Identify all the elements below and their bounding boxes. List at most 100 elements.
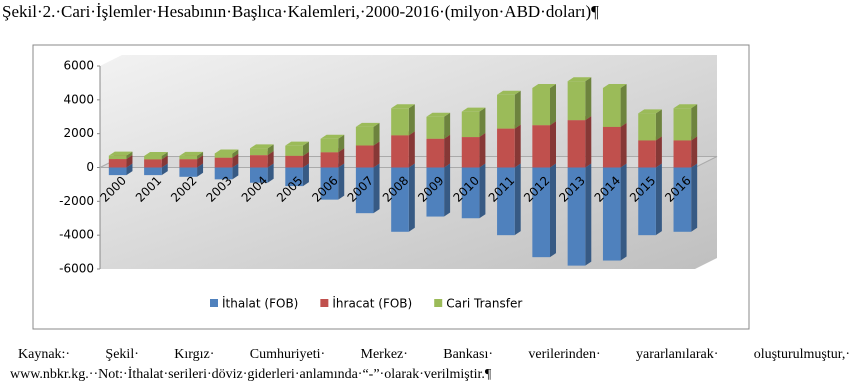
bar-top: [179, 151, 204, 156]
bar-top: [532, 83, 556, 88]
bar: [355, 167, 374, 214]
bar-top: [391, 104, 415, 109]
bar-top: [108, 151, 133, 156]
bar: [602, 87, 621, 127]
y-tick-label: 4000: [63, 92, 94, 106]
bar-side: [373, 122, 380, 146]
bar: [320, 152, 339, 168]
bar-side: [338, 163, 345, 200]
bar: [497, 167, 515, 236]
bar: [567, 167, 586, 266]
bar: [391, 135, 409, 168]
bar-side: [373, 141, 380, 168]
y-tick-label: -2000: [59, 194, 94, 208]
bar: [144, 155, 162, 160]
bar-top: [673, 104, 698, 109]
bar-side: [408, 163, 415, 232]
legend-swatch: [210, 299, 218, 307]
bar: [461, 167, 480, 219]
bar-side: [161, 163, 168, 176]
bar-side: [444, 134, 451, 168]
bar-top: [250, 144, 274, 149]
bar-side: [338, 148, 345, 168]
bar-side: [126, 151, 133, 160]
bar: [673, 140, 692, 168]
bar: [179, 159, 198, 168]
bar: [426, 116, 445, 139]
bar-side: [408, 104, 415, 136]
bar: [602, 126, 621, 168]
bar-side: [655, 163, 662, 236]
bar: [461, 111, 480, 138]
bar-top: [497, 90, 521, 95]
bar-side: [444, 163, 451, 217]
y-tick-label: 6000: [63, 59, 94, 73]
bar: [532, 167, 550, 258]
bar: [320, 167, 339, 200]
y-tick-label: 0: [86, 160, 94, 174]
bar: [179, 167, 198, 177]
bar-side: [408, 131, 415, 168]
bar-top: [355, 122, 380, 127]
legend-label: İthalat (FOB): [222, 296, 298, 311]
bar-side: [267, 163, 274, 183]
bar-side: [691, 163, 698, 232]
bar: [179, 155, 198, 160]
bar-side: [620, 163, 627, 261]
bar-side: [373, 163, 380, 214]
bar: [426, 138, 445, 168]
bar-top: [602, 83, 627, 88]
bar-side: [655, 136, 662, 168]
bar-top: [214, 149, 239, 154]
bar-side: [161, 151, 168, 160]
bar-side: [585, 77, 592, 121]
bar: [673, 167, 692, 232]
bar: [250, 148, 268, 156]
bar: [214, 167, 233, 180]
bar: [673, 108, 692, 141]
bar-side: [691, 136, 698, 168]
source-note: Kaynak:· Şekil· Kırgız· Cumhuriyeti· Mer…: [10, 347, 850, 382]
bar-top: [285, 141, 309, 146]
bar: [461, 137, 480, 168]
bar-top: [426, 112, 451, 117]
bar: [214, 157, 233, 168]
bar-side: [232, 163, 239, 180]
bar-side: [479, 107, 486, 138]
bar: [355, 145, 374, 168]
bar-side: [232, 153, 239, 168]
bar-side: [550, 163, 556, 258]
bar: [497, 128, 515, 168]
legend-swatch: [434, 299, 443, 307]
bar: [638, 140, 656, 168]
bar-side: [479, 133, 486, 168]
bar-side: [302, 163, 309, 187]
bar-side: [267, 144, 274, 156]
bar-side: [514, 90, 521, 129]
bar: [602, 167, 621, 261]
bar-side: [267, 151, 274, 168]
bar: [144, 167, 162, 176]
y-tick-label: 2000: [63, 126, 94, 140]
bar-side: [161, 155, 168, 168]
legend-swatch: [320, 299, 329, 307]
bar-side: [197, 163, 204, 177]
bar: [285, 145, 303, 156]
bar: [285, 167, 303, 187]
bar-side: [585, 116, 592, 168]
bar-side: [585, 163, 592, 266]
bar: [391, 108, 409, 136]
bar: [108, 159, 127, 168]
bar-side: [691, 104, 698, 141]
bar-side: [550, 83, 556, 126]
bar: [391, 167, 409, 232]
bar-side: [620, 122, 627, 168]
bar: [638, 167, 656, 236]
bar-side: [620, 83, 627, 127]
bar-side: [126, 155, 133, 168]
bar-top: [638, 109, 662, 114]
bar-side: [126, 163, 133, 176]
bar-side: [444, 112, 451, 139]
bar: [320, 138, 339, 153]
bar: [285, 155, 303, 168]
